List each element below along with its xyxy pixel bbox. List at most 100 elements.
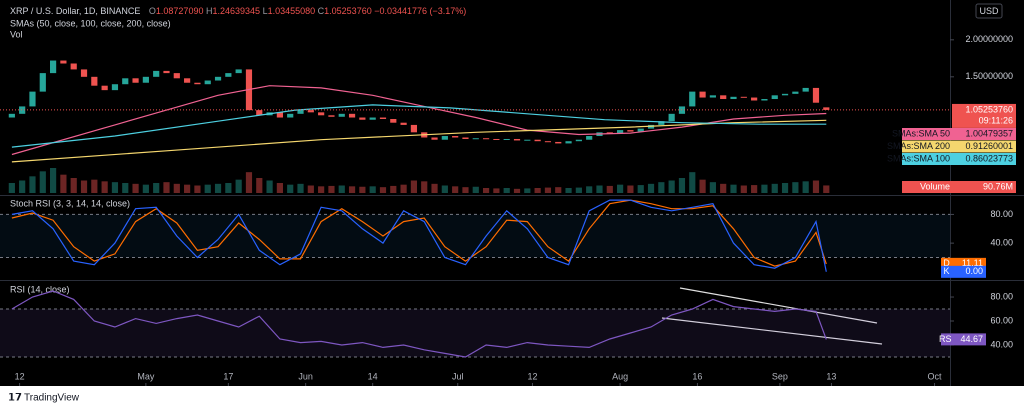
stoch-title: Stoch RSI (3, 3, 14, 14, close) <box>10 198 130 208</box>
x-tick-label: 14 <box>368 371 378 381</box>
sma-line <box>11 85 827 156</box>
volume-bar <box>637 185 644 193</box>
candle <box>761 99 768 101</box>
volume-bar <box>163 182 170 193</box>
volume-bar <box>29 176 36 193</box>
candle <box>555 141 562 144</box>
change: −0.03441776 (−3.17%) <box>374 6 466 16</box>
ohlc-value: 1.24639345 <box>212 6 260 16</box>
volume-bar <box>50 168 57 193</box>
candle <box>823 107 830 110</box>
volume-bar <box>204 184 211 193</box>
candle <box>740 96 747 98</box>
indicator-line <box>11 199 827 267</box>
volume-bar <box>503 188 510 193</box>
volume-bar <box>823 185 830 193</box>
volume-bar <box>318 186 325 193</box>
ohlc-key: C <box>318 6 325 16</box>
candle <box>173 73 180 79</box>
candle <box>142 76 149 83</box>
symbol-title: XRP / U.S. Dollar, 1D, BINANCE O1.087270… <box>10 6 466 16</box>
band-fill <box>0 309 950 357</box>
candle <box>235 69 242 74</box>
volume-bar <box>338 185 345 193</box>
candle <box>328 115 335 117</box>
candle <box>318 112 325 116</box>
volume-bar <box>472 186 479 193</box>
x-tick-label: 12 <box>15 371 25 381</box>
candle <box>153 70 160 77</box>
volume-bar <box>812 180 820 193</box>
volume-bar <box>709 182 716 193</box>
volume-bar <box>80 180 88 193</box>
candle <box>658 121 665 125</box>
candle <box>91 76 98 86</box>
volume-bar <box>142 184 149 193</box>
candle <box>699 91 706 98</box>
candle <box>617 130 624 134</box>
volume-bar <box>111 182 119 193</box>
ohlc-value: 1.05253760 <box>324 6 372 16</box>
candle <box>410 124 418 133</box>
badge-value: 11.11 <box>962 258 983 268</box>
volume-bar <box>524 188 531 193</box>
volume-title: Vol <box>10 29 23 39</box>
currency-button[interactable] <box>975 3 1003 19</box>
currency[interactable]: USD <box>979 6 999 16</box>
candle <box>503 138 510 140</box>
volume-bar <box>431 183 438 193</box>
badge-name-bg <box>941 265 952 278</box>
volume-bar <box>462 187 469 193</box>
volume-bar <box>400 184 407 193</box>
volume-bar <box>225 183 232 193</box>
ohlc-value: 1.03455080 <box>268 6 316 16</box>
badge-name: SMAs:SMA 50 <box>892 128 950 138</box>
volume-bar <box>91 179 98 193</box>
candle <box>132 78 139 83</box>
candle <box>565 141 572 144</box>
badge-name: D <box>943 258 950 268</box>
volume-bar <box>658 182 665 193</box>
y-tick-label: 1.50000000 <box>965 71 1013 81</box>
candle <box>297 110 304 114</box>
candle <box>452 136 459 138</box>
candle <box>689 91 696 107</box>
candle <box>637 128 644 132</box>
volume-bar <box>235 179 242 193</box>
candle <box>225 73 232 77</box>
volume-bar <box>256 178 263 193</box>
candle <box>369 117 376 120</box>
candle <box>802 87 809 92</box>
badge-name: RSI <box>939 334 954 344</box>
candle <box>627 130 634 132</box>
badge-name-bg <box>902 153 954 165</box>
chart-background <box>0 0 1024 386</box>
ohlc-key: L <box>263 6 268 16</box>
y-tick-label: 60.00 <box>990 315 1013 325</box>
volume-bar <box>761 184 768 193</box>
candle <box>379 117 387 119</box>
volume-bar <box>287 184 294 193</box>
logo: 𝟭𝟳 TradingView <box>8 393 80 404</box>
volume-bar <box>379 187 387 193</box>
candle <box>256 110 263 116</box>
volume-bar <box>586 186 593 193</box>
volume-bar <box>647 183 655 193</box>
candle <box>307 110 314 113</box>
candle <box>338 113 345 117</box>
volume-bar <box>328 185 335 193</box>
candle <box>101 85 108 91</box>
candle <box>163 70 170 74</box>
badge-name: SMAs:SMA 100 <box>887 153 950 163</box>
candle <box>534 139 541 142</box>
x-tick-label: Jul <box>452 371 464 381</box>
candle <box>19 106 26 114</box>
volume-bar <box>482 188 490 193</box>
volume-bar <box>596 185 603 193</box>
indicator-line <box>11 199 827 272</box>
x-tick-label: May <box>137 371 155 381</box>
candle <box>513 138 521 141</box>
x-tick-label: Sep <box>772 371 788 381</box>
candle <box>668 113 675 122</box>
